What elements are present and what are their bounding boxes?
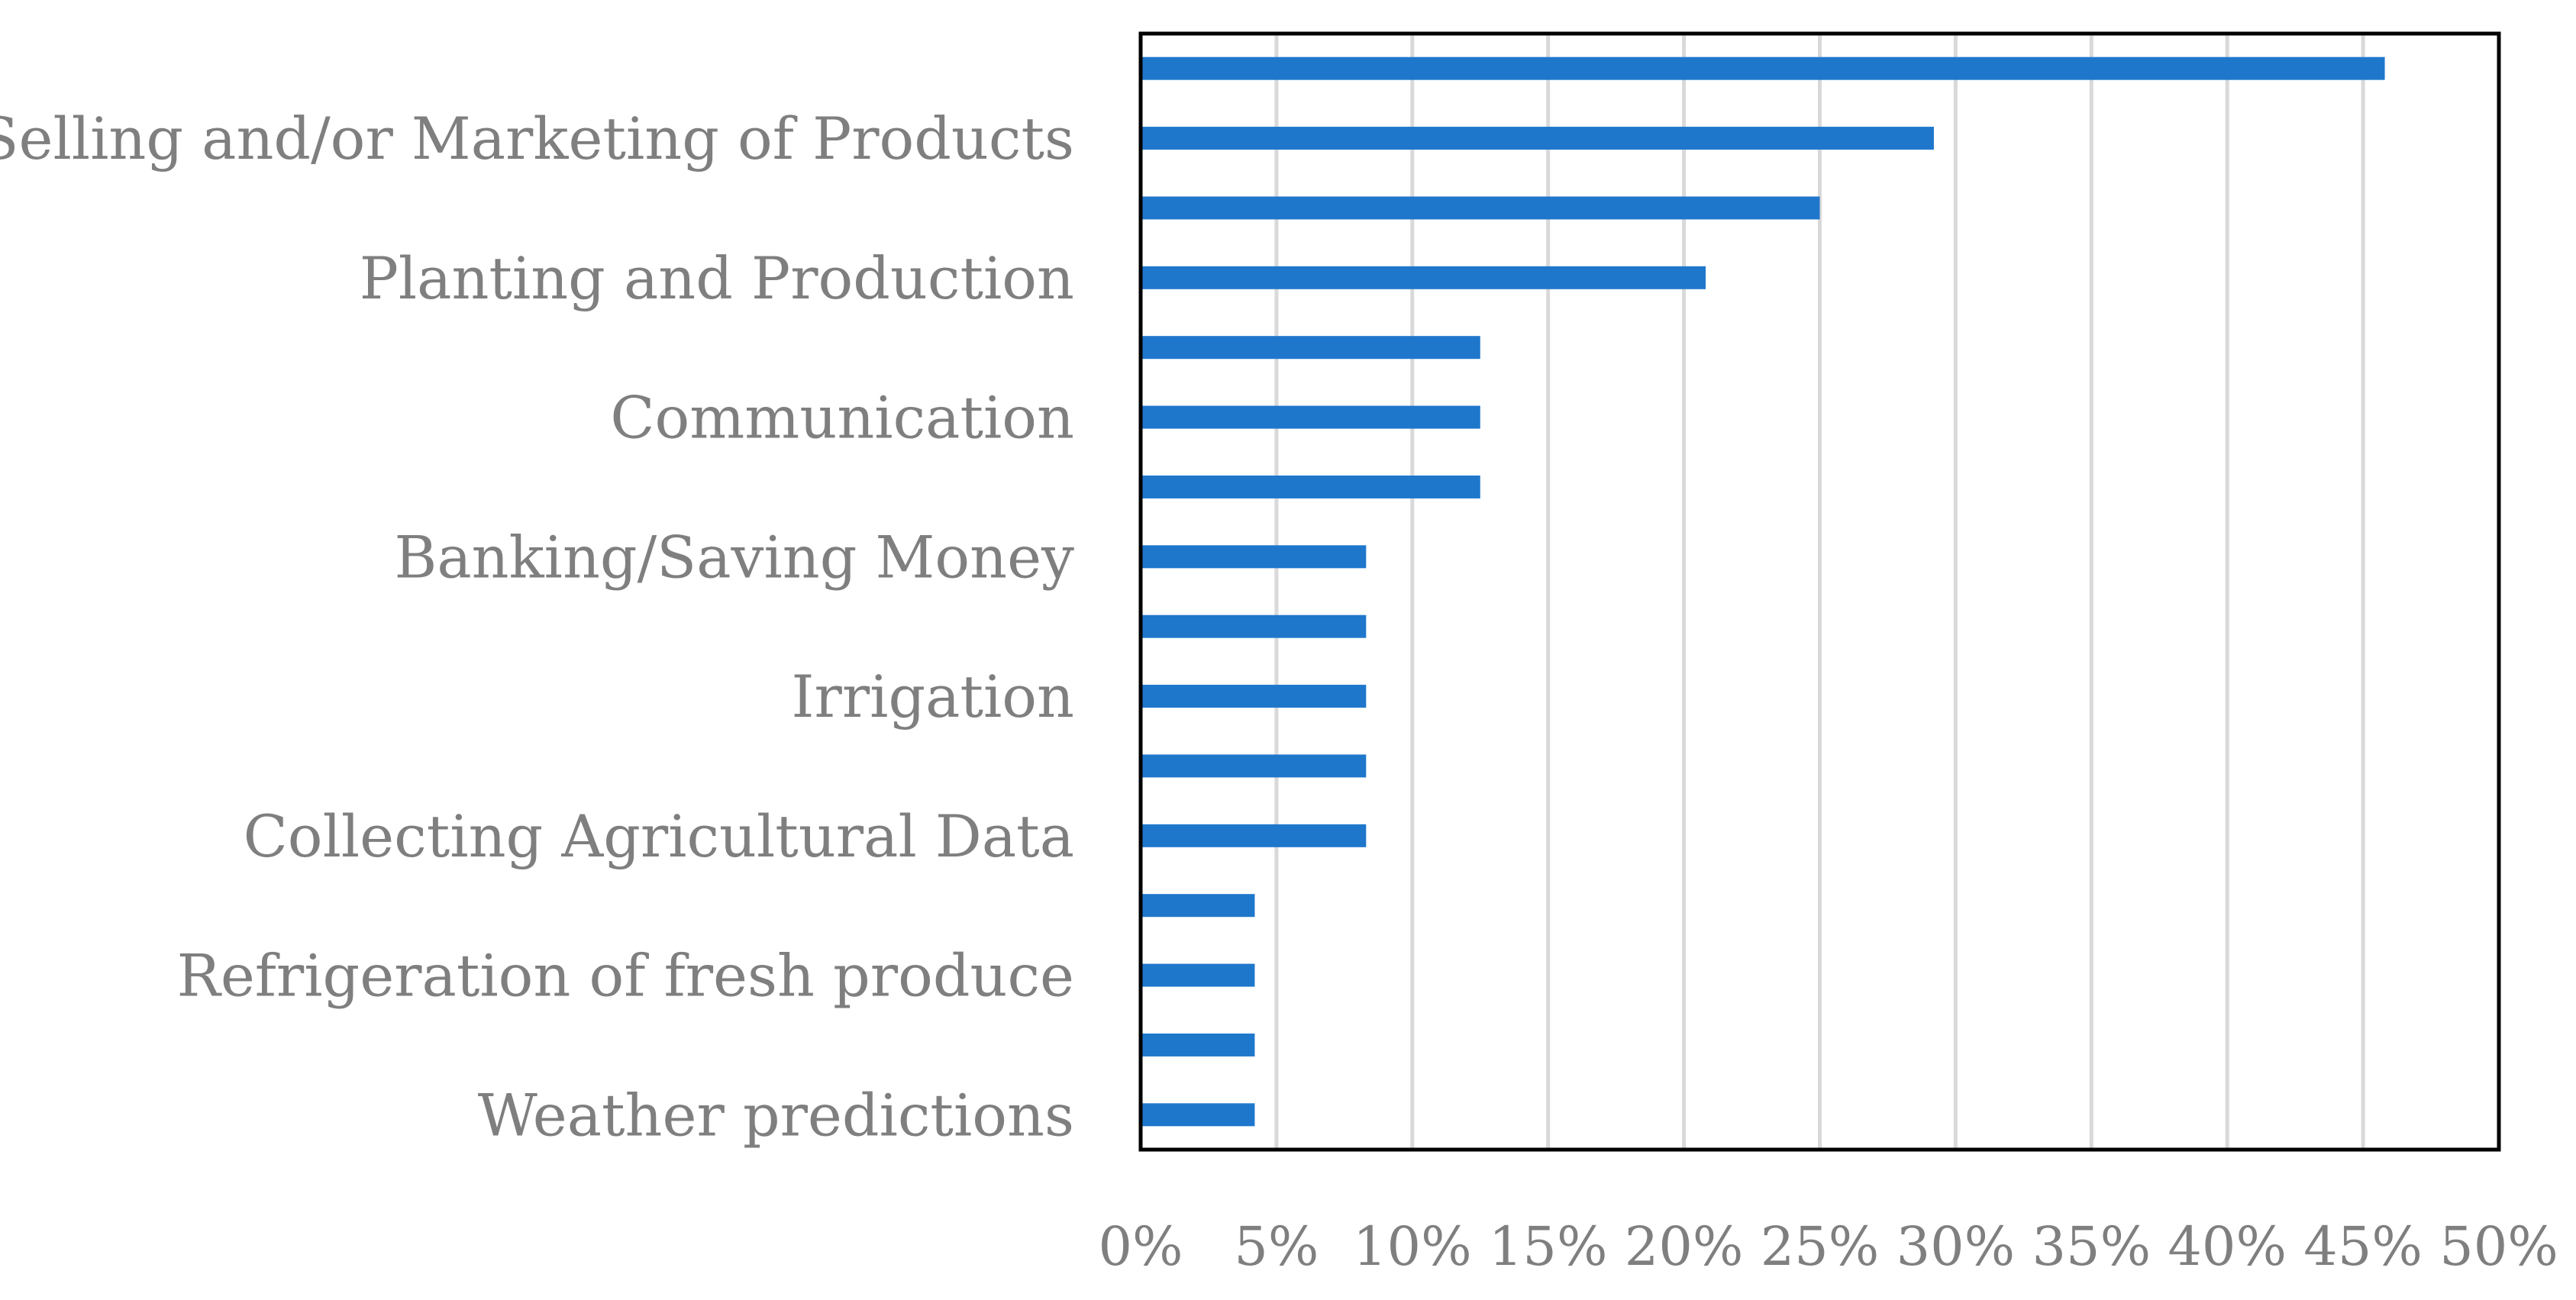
x-tick-label: 20% bbox=[1625, 1215, 1744, 1278]
bar-2 bbox=[1141, 127, 1934, 150]
x-tick-label: 15% bbox=[1489, 1215, 1608, 1278]
x-axis-tick-labels: 0% 5% 10% 15% 20% 25% 30% 35% 40% 45% 50% bbox=[1098, 1215, 2558, 1278]
bars bbox=[1141, 56, 2385, 1127]
gridlines bbox=[1274, 34, 2365, 1150]
bar-7 bbox=[1141, 475, 1480, 498]
x-tick-label: 40% bbox=[2168, 1215, 2287, 1278]
category-label: Planting and Production bbox=[360, 244, 1074, 312]
bar-6 bbox=[1141, 405, 1480, 429]
bar-15 bbox=[1141, 1033, 1255, 1056]
bar-4 bbox=[1141, 266, 1706, 289]
bar-13 bbox=[1141, 894, 1255, 918]
x-tick-label: 50% bbox=[2439, 1215, 2558, 1278]
bar-8 bbox=[1141, 545, 1367, 569]
category-label: Selling and/or Marketing of Products bbox=[0, 105, 1074, 173]
x-tick-label: 45% bbox=[2303, 1215, 2423, 1278]
bar-10 bbox=[1141, 685, 1367, 708]
category-label: Communication bbox=[610, 384, 1074, 452]
bar-1 bbox=[1141, 56, 2385, 80]
x-tick-label: 30% bbox=[1896, 1215, 2016, 1278]
category-label: Collecting Agricultural Data bbox=[244, 802, 1074, 870]
bar-5 bbox=[1141, 336, 1480, 360]
bar-12 bbox=[1141, 824, 1367, 847]
x-tick-label: 35% bbox=[2032, 1215, 2152, 1278]
category-labels: Selling and/or Marketing of Products Plan… bbox=[0, 105, 1074, 1149]
plot-frame bbox=[1138, 31, 2501, 1152]
category-label: Irrigation bbox=[792, 663, 1075, 731]
bar-11 bbox=[1141, 754, 1367, 778]
bar-3 bbox=[1141, 196, 1820, 220]
bar-14 bbox=[1141, 963, 1255, 987]
category-label: Refrigeration of fresh produce bbox=[177, 942, 1074, 1010]
x-tick-label: 25% bbox=[1761, 1215, 1880, 1278]
category-label: Banking/Saving Money bbox=[395, 523, 1075, 591]
x-tick-label: 5% bbox=[1234, 1215, 1319, 1278]
category-label: Weather predictions bbox=[478, 1081, 1074, 1149]
x-tick-label: 0% bbox=[1098, 1215, 1183, 1278]
bar-9 bbox=[1141, 615, 1367, 638]
x-tick-label: 10% bbox=[1353, 1215, 1472, 1278]
bar-16 bbox=[1141, 1103, 1255, 1127]
